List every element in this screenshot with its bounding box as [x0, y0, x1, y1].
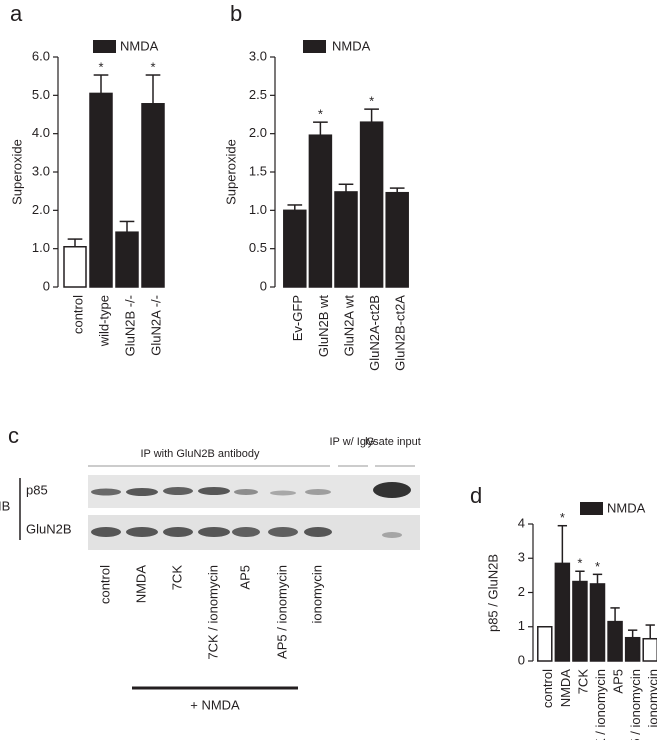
lysate-label: lysate input	[365, 436, 421, 448]
y-tick-label: 1.0	[249, 202, 267, 217]
bar	[89, 92, 113, 288]
y-tick-label: 6.0	[32, 48, 50, 63]
x-tick-label: 7CK / ionomycin	[593, 669, 608, 740]
x-tick-label: GluN2B -/-	[122, 295, 137, 356]
legend-label: NMDA	[332, 38, 371, 53]
y-tick-label: 4	[518, 515, 525, 530]
y-axis-label: Superoxide	[223, 139, 238, 205]
y-tick-label: 3.0	[249, 48, 267, 63]
significance-marker: *	[98, 59, 103, 74]
x-tick-label: AP5 / ionomycin	[628, 669, 643, 740]
x-tick-label: AP5	[611, 669, 626, 694]
bands	[91, 482, 411, 538]
y-tick-label: 2.5	[249, 87, 267, 102]
x-tick-label: ionomycin	[646, 669, 657, 728]
y-tick-label: 1	[518, 618, 525, 633]
x-tick-label: GluN2B wt	[316, 295, 331, 358]
bar	[554, 562, 571, 662]
panel-label: a	[10, 1, 23, 26]
igg-label: IP w/ IgG	[329, 436, 374, 448]
lane-label: AP5	[237, 565, 252, 590]
legend-swatch	[303, 40, 326, 53]
y-tick-label: 2.0	[249, 125, 267, 140]
bar	[642, 637, 657, 662]
row-label: p85	[26, 482, 48, 497]
legend-swatch	[93, 40, 116, 53]
bar	[334, 191, 358, 288]
y-tick-label: 2	[518, 584, 525, 599]
significance-marker: *	[560, 510, 565, 525]
panel-label: b	[230, 1, 242, 26]
ip-label: IP with GluN2B antibody	[140, 448, 260, 460]
x-tick-label: NMDA	[558, 669, 573, 708]
bar	[589, 583, 606, 662]
bar	[141, 103, 165, 288]
row-label: GluN2B	[26, 521, 72, 536]
bar	[308, 134, 333, 288]
y-tick-label: 0.5	[249, 240, 267, 255]
y-tick-label: 5.0	[32, 87, 50, 102]
panel-label: d	[470, 483, 482, 508]
lane-label: ionomycin	[309, 565, 324, 624]
significance-marker: *	[150, 59, 155, 74]
y-tick-label: 0	[518, 652, 525, 667]
bar	[63, 246, 87, 288]
x-tick-label: GluN2A -/-	[148, 295, 163, 356]
x-tick-label: 7CK	[575, 669, 590, 695]
bar	[607, 620, 623, 662]
y-tick-label: 0	[43, 278, 50, 293]
x-tick-label: control	[540, 669, 555, 708]
significance-marker: *	[318, 107, 323, 122]
ib-label: IB	[0, 498, 10, 513]
significance-marker: *	[595, 559, 600, 574]
y-axis-label: p85 / GluN2B	[485, 554, 500, 632]
x-tick-label: GluN2A wt	[341, 295, 356, 357]
legend-label: NMDA	[120, 38, 159, 53]
lane-label: 7CK / ionomycin	[205, 565, 220, 660]
y-tick-label: 1.5	[249, 163, 267, 178]
x-tick-label: Ev-GFP	[290, 295, 305, 341]
y-tick-label: 2.0	[32, 202, 50, 217]
bar	[115, 231, 139, 288]
x-tick-label: wild-type	[96, 295, 111, 347]
bar	[283, 209, 307, 288]
panel-label: c	[8, 423, 19, 448]
bar	[537, 626, 553, 662]
y-tick-label: 0	[260, 278, 267, 293]
bar	[624, 636, 641, 662]
y-axis-label: Superoxide	[9, 139, 24, 205]
bar	[385, 191, 409, 288]
y-tick-label: 1.0	[32, 240, 50, 255]
legend-swatch	[580, 502, 603, 515]
x-tick-label: GluN2A-ct2B	[367, 295, 382, 371]
lane-label: NMDA	[133, 565, 148, 604]
lane-label: 7CK	[169, 565, 184, 591]
y-tick-label: 4.0	[32, 125, 50, 140]
y-tick-label: 3	[518, 550, 525, 565]
bar	[572, 580, 588, 662]
lane-label: AP5 / ionomycin	[274, 565, 289, 659]
significance-marker: *	[577, 556, 582, 571]
treatment-label: + NMDA	[190, 697, 240, 712]
lane-label: control	[97, 565, 112, 604]
significance-marker: *	[369, 94, 374, 109]
y-tick-label: 3.0	[32, 163, 50, 178]
bar	[359, 121, 384, 288]
legend-label: NMDA	[607, 500, 646, 515]
x-tick-label: control	[70, 295, 85, 334]
x-tick-label: GluN2B-ct2A	[393, 295, 408, 371]
